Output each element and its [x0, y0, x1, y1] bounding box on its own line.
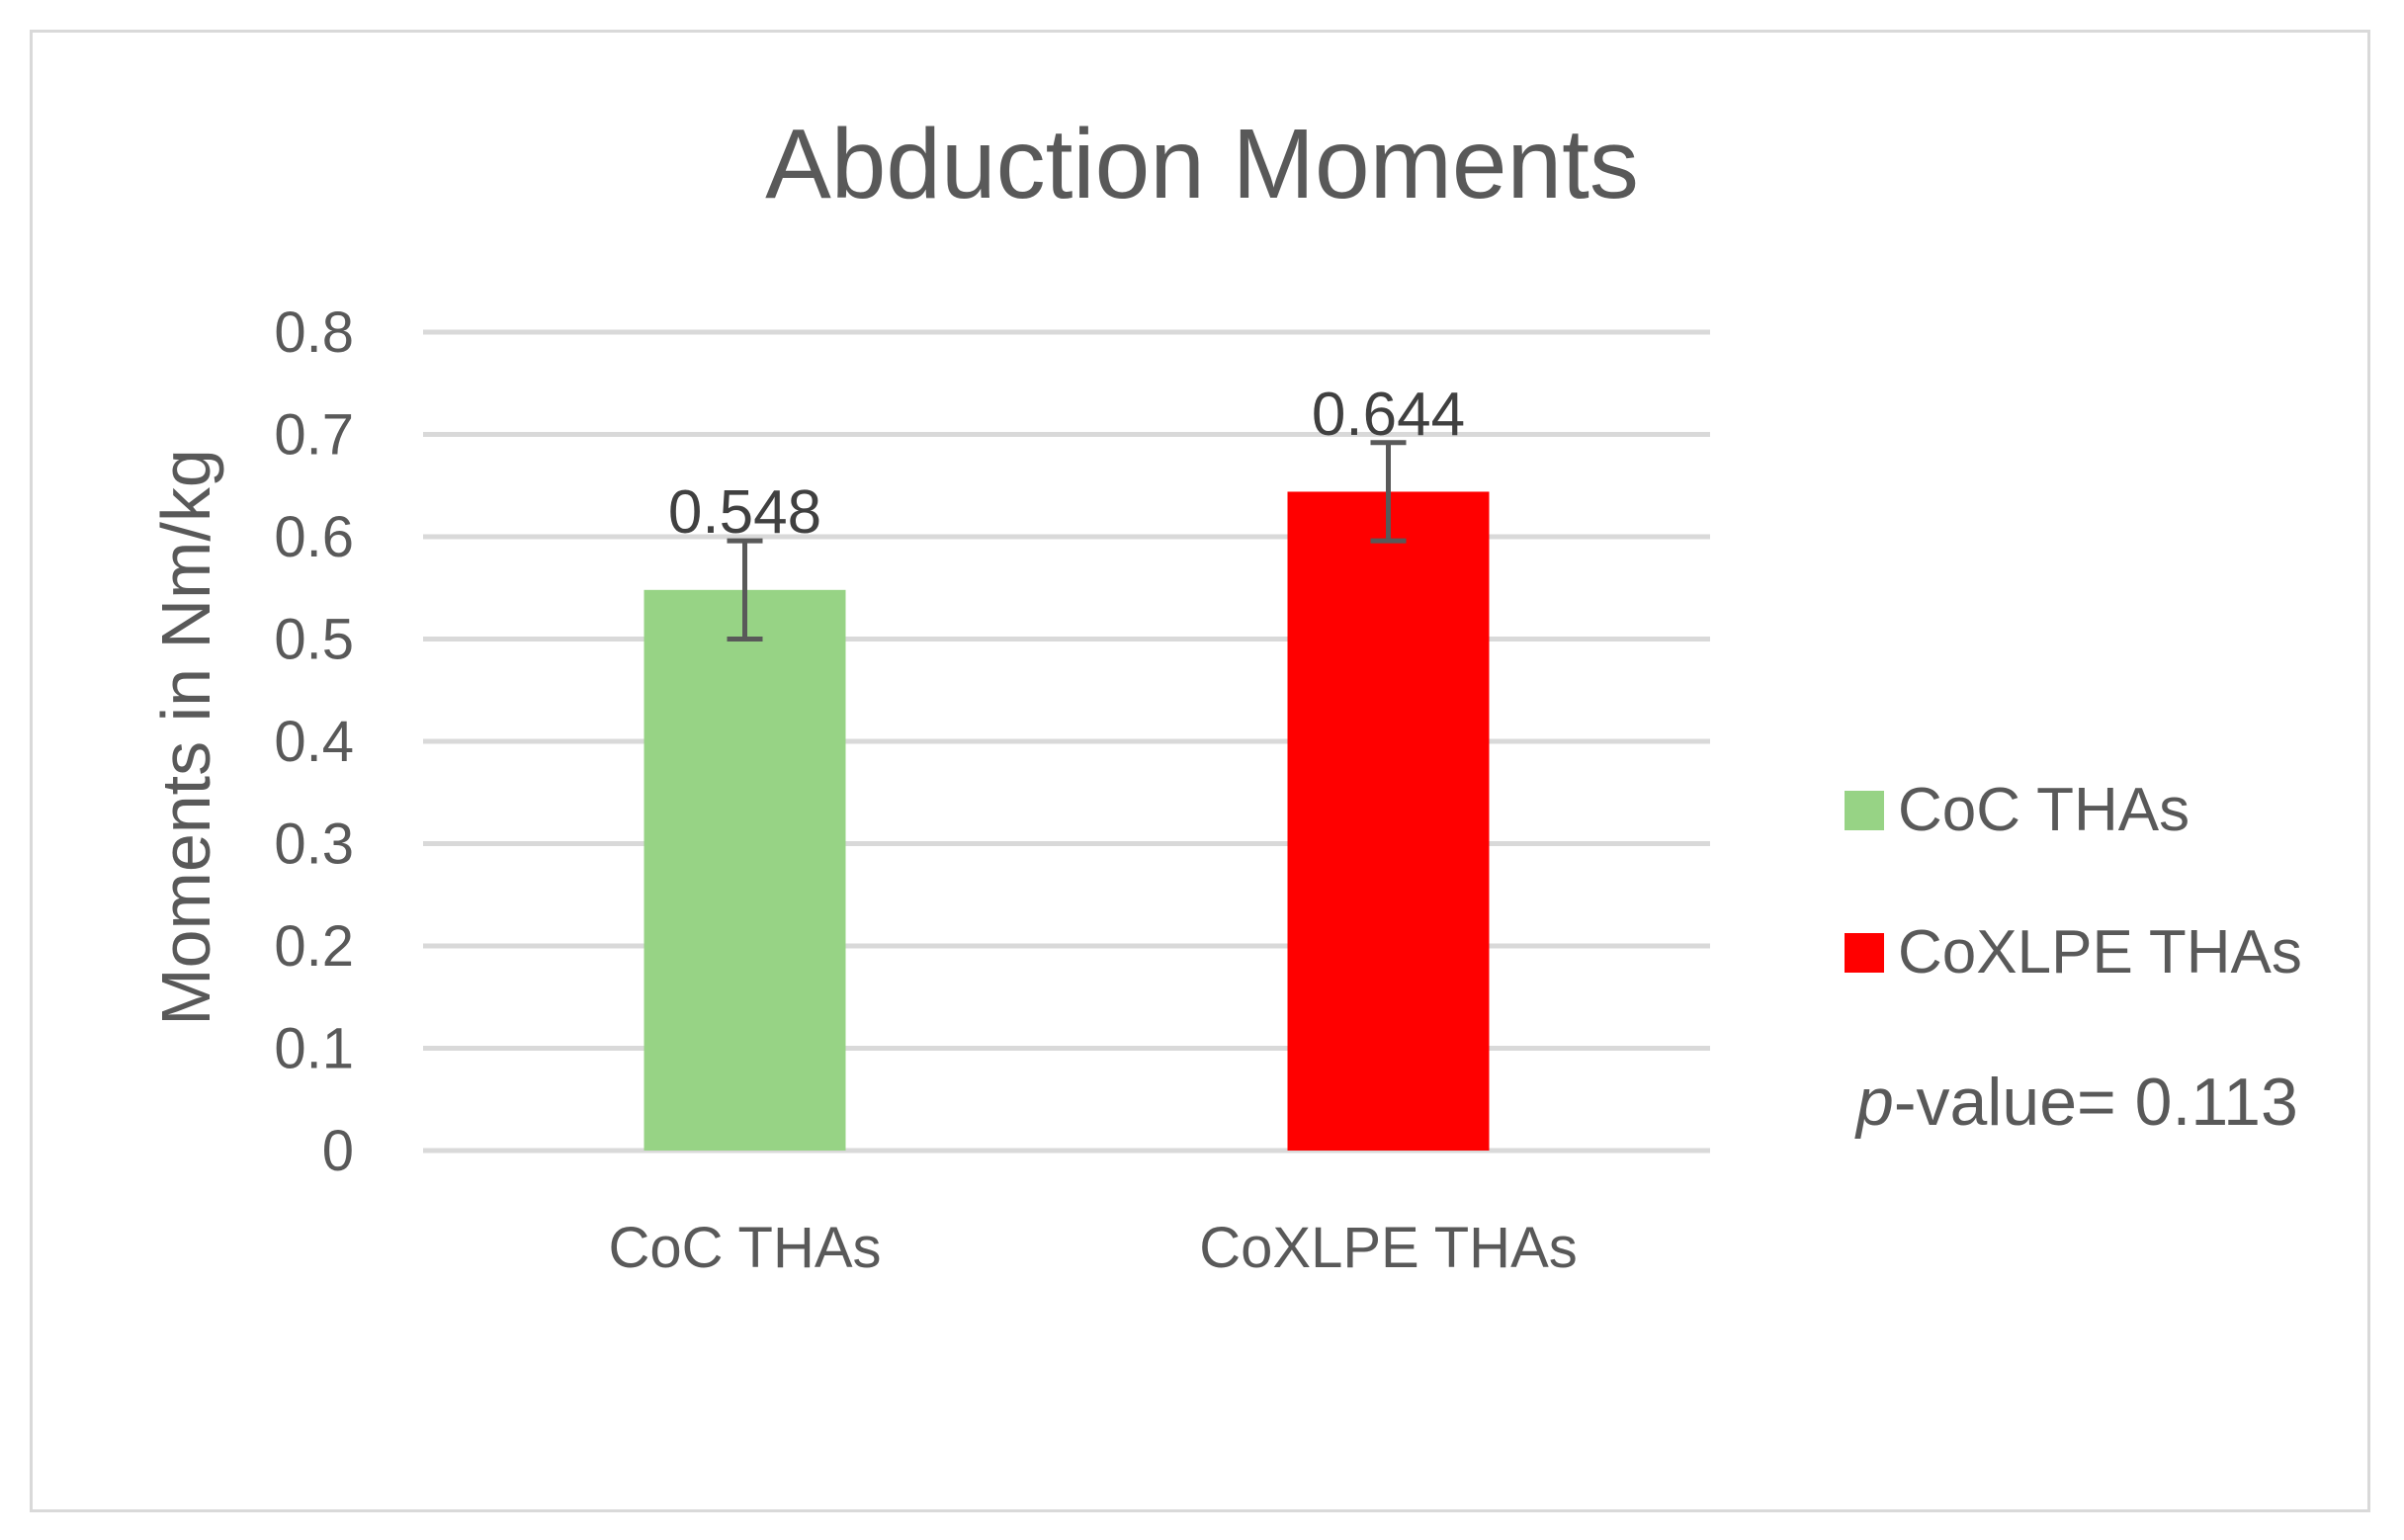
data-label: 0.548 [668, 478, 821, 547]
legend-label-coxlpe: CoXLPE THAs [1898, 918, 2302, 986]
y-tick-label: 0.4 [274, 710, 354, 774]
legend: CoC THAs CoXLPE THAs [1845, 776, 2302, 986]
legend-swatch-coc [1845, 791, 1884, 830]
legend-label-coc: CoC THAs [1898, 776, 2189, 844]
y-tick-label: 0.8 [274, 300, 354, 365]
category-label: CoXLPE THAs [1199, 1216, 1578, 1280]
y-tick-label: 0.1 [274, 1017, 354, 1081]
y-tick-labels: 0 0.1 0.2 0.3 0.4 0.5 0.6 0.7 0.8 [274, 300, 354, 1183]
category-labels: CoC THAs CoXLPE THAs [608, 1216, 1577, 1280]
chart-title: Abduction Moments [765, 109, 1639, 219]
data-label: 0.644 [1312, 381, 1465, 449]
p-value-italic: p [1854, 1065, 1894, 1140]
bar [644, 589, 846, 1151]
y-tick-label: 0.2 [274, 914, 354, 979]
y-tick-label: 0.5 [274, 608, 354, 672]
bars [644, 491, 1490, 1152]
category-label: CoC THAs [608, 1216, 881, 1280]
legend-swatch-coxlpe [1845, 933, 1884, 973]
bar [1287, 491, 1490, 1152]
gridlines [423, 329, 1710, 1154]
data-labels: 0.548 0.644 [668, 381, 1465, 547]
y-axis-title: Moments in Nm/kg [147, 449, 224, 1025]
p-value-annotation: p-value= 0.113 [1854, 1065, 2298, 1140]
y-tick-label: 0.3 [274, 813, 354, 877]
y-tick-label: 0.7 [274, 403, 354, 468]
chart-frame [30, 30, 2370, 1512]
y-tick-label: 0 [322, 1119, 354, 1183]
p-value-text: -value= 0.113 [1894, 1065, 2298, 1140]
error-bars [727, 440, 1407, 642]
y-tick-label: 0.6 [274, 505, 354, 569]
